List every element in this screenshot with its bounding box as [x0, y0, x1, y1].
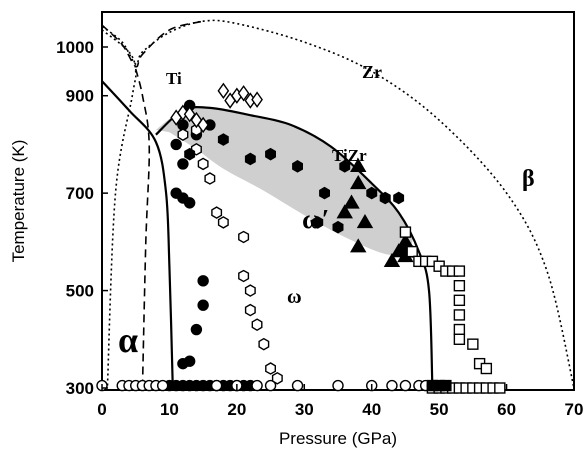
data-point-open-circle: [386, 379, 398, 392]
data-point-open-square: [399, 226, 412, 238]
data-point-open-hexagon: [217, 216, 229, 229]
data-point-filled-triangle: [397, 233, 414, 248]
x-axis-title: Pressure (GPa): [279, 429, 397, 448]
data-point-open-hexagon: [258, 337, 270, 351]
data-point-open-circle: [291, 379, 304, 392]
data-point-open-square: [453, 323, 466, 336]
data-point-open-hexagon: [244, 303, 256, 317]
data-point-filled-triangle: [383, 252, 401, 268]
data-point-open-hexagon: [238, 269, 250, 283]
data-point-filled-hexagon: [339, 159, 351, 173]
data-point-open-square: [453, 294, 466, 307]
data-point-open-diamond: [237, 85, 250, 102]
data-point-open-square: [453, 309, 466, 321]
data-point-open-diamond: [183, 106, 196, 123]
data-point-filled-triangle: [350, 175, 367, 190]
data-point-open-square: [480, 362, 493, 375]
phase-boundary-4: [134, 68, 151, 389]
data-point-filled-hexagon: [217, 133, 229, 146]
data-point-filled-circle: [190, 323, 203, 336]
data-point-filled-circle: [183, 197, 196, 209]
data-point-filled-circle: [177, 158, 189, 170]
x-tick-label: 20: [227, 400, 246, 419]
data-point-filled-triangle: [336, 204, 353, 219]
data-point-filled-hexagon: [393, 191, 405, 205]
data-point-filled-hexagon: [292, 159, 303, 173]
phase-boundary-3: [102, 20, 204, 68]
data-point-open-square: [467, 338, 479, 350]
data-point-filled-hexagon: [244, 152, 256, 166]
phase-label-omega-prime: ω′: [302, 204, 329, 234]
y-tick-label: 300: [66, 379, 94, 398]
data-point-filled-triangle: [350, 157, 367, 173]
data-point-open-diamond: [251, 91, 263, 108]
data-point-open-circle: [332, 379, 344, 392]
data-point-filled-circle: [170, 138, 182, 151]
data-point-filled-hexagon: [366, 186, 378, 200]
y-axis-title: Temperature (K): [9, 140, 28, 263]
data-point-open-diamond: [197, 116, 210, 134]
data-point-open-hexagon: [238, 230, 250, 244]
axis-ticks: 0 10 20 30 40 50 60 70 300 500 700 900 1000: [56, 38, 583, 419]
data-point-open-circle: [156, 379, 169, 392]
x-tick-label: 50: [430, 400, 449, 419]
data-point-filled-circle: [197, 299, 209, 311]
data-point-filled-hexagon: [265, 147, 276, 161]
phase-boundary-6: [155, 106, 434, 389]
data-point-filled-triangle: [350, 238, 367, 253]
x-tick-label: 60: [497, 400, 516, 419]
data-point-open-hexagon: [197, 157, 209, 171]
phase-boundary-2: [102, 29, 137, 389]
data-point-filled-triangle: [356, 213, 374, 229]
data-point-filled-hexagon: [312, 216, 324, 229]
y-tick-label: 1000: [56, 38, 94, 57]
data-point-open-diamond: [217, 82, 230, 100]
data-point-open-square: [453, 280, 466, 292]
data-point-open-square: [494, 382, 506, 394]
data-point-filled-circle: [183, 355, 196, 367]
data-point-open-circle: [251, 379, 263, 392]
data-point-open-circle: [210, 379, 223, 392]
phase-boundary-1: [102, 19, 574, 389]
data-point-open-hexagon: [211, 206, 223, 219]
phase-boundary-5: [102, 80, 174, 389]
x-tick-label: 10: [160, 400, 179, 419]
label-tizr: TiZr: [332, 146, 367, 165]
data-point-filled-triangle: [390, 243, 407, 258]
phase-boundaries: [102, 19, 574, 389]
label-zr: Zr: [362, 62, 382, 82]
y-tick-label: 500: [66, 282, 94, 301]
data-point-open-hexagon: [244, 284, 256, 297]
data-point-open-hexagon: [271, 371, 283, 385]
data-point-filled-circle: [197, 275, 209, 287]
y-tick-label: 700: [66, 184, 94, 203]
data-point-open-hexagon: [265, 362, 276, 375]
data-point-filled-hexagon: [319, 186, 330, 200]
data-point-filled-hexagon: [184, 147, 196, 161]
label-ti: Ti: [166, 69, 182, 88]
data-point-open-hexagon: [251, 318, 263, 332]
data-point-open-hexagon: [204, 172, 216, 185]
data-point-open-square: [406, 245, 418, 258]
data-point-filled-hexagon: [379, 191, 391, 205]
x-tick-label: 40: [362, 400, 381, 419]
data-point-filled-square: [440, 379, 452, 392]
y-tick-label: 900: [66, 87, 94, 106]
x-tick-label: 0: [97, 400, 106, 419]
data-point-open-square: [453, 333, 466, 345]
phase-label-alpha: α: [118, 320, 138, 360]
data-point-open-square: [453, 265, 466, 277]
data-point-open-circle: [399, 379, 412, 392]
data-point-open-hexagon: [177, 128, 189, 142]
phase-label-beta: β: [522, 166, 535, 192]
data-point-filled-hexagon: [332, 220, 344, 234]
phase-label-omega: ω: [287, 286, 302, 308]
x-tick-label: 30: [295, 400, 314, 419]
data-point-open-circle: [264, 379, 277, 392]
data-point-filled-triangle: [343, 194, 360, 209]
x-tick-label: 70: [565, 400, 584, 419]
